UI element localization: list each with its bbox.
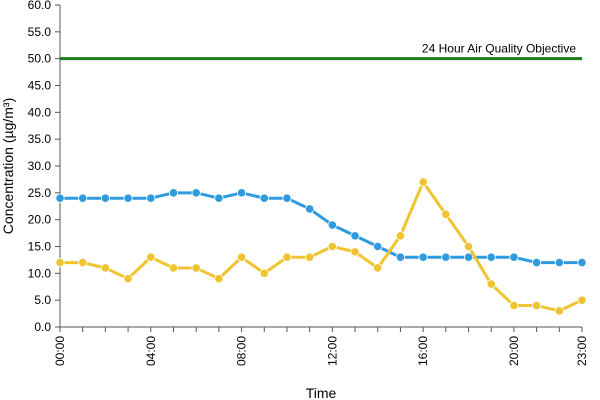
data-point: [123, 193, 133, 203]
data-point: [55, 193, 65, 203]
data-point: [191, 188, 201, 198]
data-point: [350, 231, 360, 241]
data-point: [214, 193, 224, 203]
data-point: [373, 241, 383, 252]
x-axis-title: Time: [306, 385, 337, 400]
data-point: [577, 295, 587, 305]
y-tick-label: 20.0: [28, 213, 52, 227]
data-point: [259, 193, 269, 203]
data-point: [554, 257, 564, 268]
y-tick-label: 50.0: [28, 52, 52, 66]
data-point: [373, 263, 383, 273]
x-axis-ticks: 00:00 04:00 08:00 12:00 16:00 20:00 23:00: [53, 327, 589, 366]
data-point: [463, 252, 474, 262]
data-point: [441, 209, 451, 219]
data-point: [327, 220, 337, 230]
data-point: [168, 188, 179, 198]
series-1: [55, 188, 587, 268]
series-2: [55, 177, 587, 316]
data-point: [168, 263, 179, 273]
data-point: [509, 252, 519, 262]
data-point: [350, 247, 360, 257]
air-quality-objective-label: 24 Hour Air Quality Objective: [422, 42, 576, 56]
series-line: [60, 180, 583, 313]
y-tick-label: 15.0: [28, 240, 52, 254]
data-point: [236, 252, 247, 262]
x-tick-label: 00:00: [53, 336, 67, 366]
y-tick-label: 45.0: [28, 79, 52, 93]
y-tick-label: 25.0: [28, 186, 52, 200]
reference-line-group: 24 Hour Air Quality Objective: [60, 42, 582, 61]
y-tick-label: 35.0: [28, 132, 52, 146]
data-point: [78, 193, 88, 203]
x-tick-label: 20:00: [507, 336, 521, 366]
data-point: [55, 257, 65, 268]
data-point: [282, 252, 292, 262]
y-tick-label: 40.0: [28, 105, 52, 119]
data-point: [486, 252, 496, 262]
data-point: [418, 177, 428, 187]
x-tick-label: 04:00: [144, 336, 158, 366]
data-point: [532, 257, 542, 268]
data-point: [554, 306, 564, 316]
y-tick-label: 55.0: [28, 25, 52, 39]
data-point: [305, 204, 315, 214]
x-tick-label: 12:00: [325, 336, 339, 366]
y-axis-title: Concentration (µg/m³): [0, 98, 16, 234]
y-tick-label: 0.0: [34, 320, 51, 334]
data-point: [395, 231, 406, 241]
data-point: [146, 252, 156, 262]
y-tick-label: 60.0: [28, 0, 52, 12]
data-point: [78, 257, 88, 268]
data-point: [282, 193, 292, 203]
y-axis-ticks: 0.0 5.0 10.0 15.0 20.0 25.0 30.0 35.0 40.0 45.0 50…: [28, 0, 60, 334]
x-tick-label: 08:00: [235, 336, 249, 366]
data-point: [441, 252, 451, 262]
data-point: [577, 257, 587, 268]
y-tick-label: 10.0: [28, 266, 52, 280]
x-tick-label: 23:00: [575, 336, 589, 366]
y-tick-label: 30.0: [28, 159, 52, 173]
data-point: [509, 300, 519, 311]
data-point: [395, 252, 406, 262]
data-point: [463, 241, 474, 252]
data-point: [532, 300, 542, 311]
data-point: [100, 263, 110, 273]
data-point: [146, 193, 156, 203]
data-point: [123, 274, 133, 284]
data-point: [236, 188, 247, 198]
data-point: [214, 274, 224, 284]
data-point: [486, 279, 496, 289]
data-point: [327, 241, 337, 252]
data-point: [100, 193, 110, 203]
x-tick-label: 16:00: [416, 336, 430, 366]
y-tick-label: 5.0: [34, 293, 51, 307]
data-point: [191, 263, 201, 273]
series-layer: [55, 177, 587, 316]
data-point: [259, 268, 269, 278]
data-point: [418, 252, 428, 262]
data-point: [305, 252, 315, 262]
